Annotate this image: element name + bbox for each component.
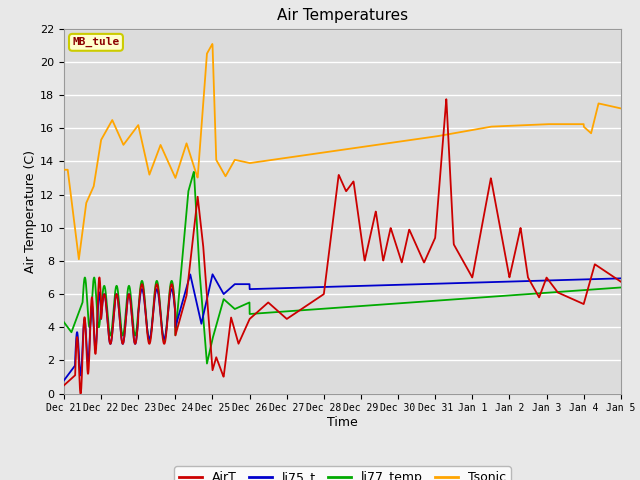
Line: Tsonic: Tsonic [64, 44, 621, 259]
li77_temp [298, 307, 306, 313]
AirT [617, 279, 625, 285]
li77_temp [606, 285, 614, 291]
Tsonic [157, 143, 164, 148]
li75_t [546, 277, 554, 283]
Tsonic [298, 153, 306, 158]
AirT [77, 391, 84, 396]
AirT [547, 279, 554, 285]
X-axis label: Time: Time [327, 416, 358, 429]
Line: li77_temp: li77_temp [64, 172, 621, 363]
li77_temp [203, 360, 211, 366]
li75_t [209, 271, 216, 277]
li77_temp [124, 289, 131, 295]
Tsonic [124, 136, 132, 142]
Line: AirT: AirT [64, 99, 621, 394]
AirT [442, 96, 450, 102]
AirT [124, 296, 132, 302]
Tsonic [547, 121, 554, 127]
li77_temp [547, 289, 554, 295]
Tsonic [75, 256, 83, 262]
Tsonic [60, 167, 68, 173]
li77_temp [617, 285, 625, 290]
AirT [606, 272, 614, 277]
li77_temp [190, 169, 198, 175]
li75_t [124, 298, 131, 303]
li75_t [298, 285, 306, 290]
li75_t [60, 377, 68, 383]
Tsonic [617, 106, 625, 111]
AirT [298, 306, 306, 312]
li75_t [617, 276, 625, 281]
li77_temp [60, 319, 68, 325]
Tsonic [209, 41, 216, 47]
li77_temp [274, 309, 282, 315]
AirT [274, 308, 282, 314]
Title: Air Temperatures: Air Temperatures [277, 9, 408, 24]
Text: MB_tule: MB_tule [72, 37, 120, 48]
li75_t [157, 312, 164, 317]
AirT [157, 314, 164, 320]
Tsonic [274, 156, 282, 162]
li75_t [274, 286, 282, 291]
AirT [60, 383, 68, 388]
Legend: AirT, li75_t, li77_temp, Tsonic: AirT, li75_t, li77_temp, Tsonic [174, 467, 511, 480]
Y-axis label: Air Temperature (C): Air Temperature (C) [24, 150, 37, 273]
li77_temp [157, 308, 164, 314]
li75_t [606, 276, 614, 282]
Tsonic [606, 103, 614, 109]
Line: li75_t: li75_t [64, 274, 621, 380]
